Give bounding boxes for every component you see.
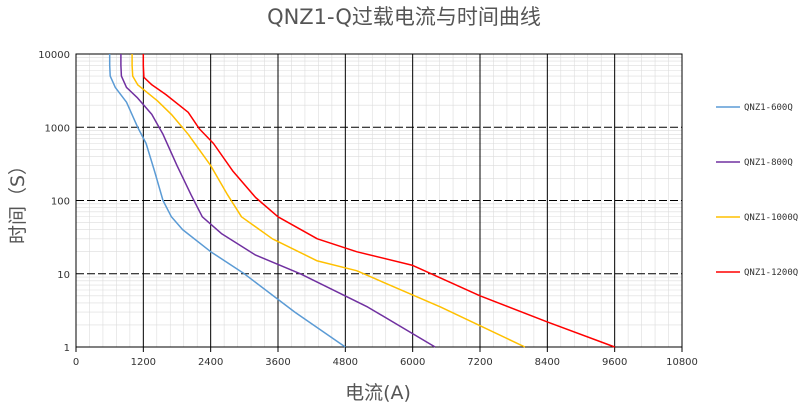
legend-label: QNZ1-1000Q [744, 213, 798, 223]
x-tick-label: 7200 [467, 357, 492, 368]
x-tick-label: 8400 [535, 357, 560, 368]
legend: QNZ1-600Q QNZ1-800Q QNZ1-1000Q QNZ1-1200Q [716, 103, 798, 278]
series-lines [108, 54, 615, 348]
x-tick-label: 3600 [265, 357, 290, 368]
plot-frame [75, 53, 683, 348]
x-tick-label: 10800 [666, 357, 698, 368]
x-axis-title: 电流(A) [345, 382, 411, 404]
legend-label: QNZ1-1200Q [744, 268, 798, 278]
y-tick-label: 10000 [38, 50, 70, 61]
series-line [142, 54, 615, 348]
grid [75, 53, 683, 348]
series-line [120, 54, 436, 348]
tick-labels: 0 1200 2400 3600 4800 6000 7200 8400 9600 10800 1 1… [38, 50, 698, 368]
x-tick-label: 2400 [198, 357, 223, 368]
y-tick-label: 100 [51, 197, 70, 208]
legend-label: QNZ1-800Q [744, 158, 793, 168]
series-line [108, 54, 346, 348]
legend-label: QNZ1-600Q [744, 103, 793, 113]
series-line [131, 54, 526, 348]
x-tick-label: 9600 [602, 357, 627, 368]
x-tick-label: 1200 [131, 357, 156, 368]
y-tick-label: 1000 [45, 123, 70, 134]
x-tick-label: 0 [73, 357, 79, 368]
y-axis-title: 时间（S） [7, 156, 29, 244]
chart-title: QNZ1-Q过载电流与时间曲线 [267, 5, 541, 29]
x-tick-label: 6000 [400, 357, 425, 368]
y-tick-label: 1 [64, 343, 70, 354]
x-tick-label: 4800 [333, 357, 358, 368]
y-tick-label: 10 [57, 270, 70, 281]
